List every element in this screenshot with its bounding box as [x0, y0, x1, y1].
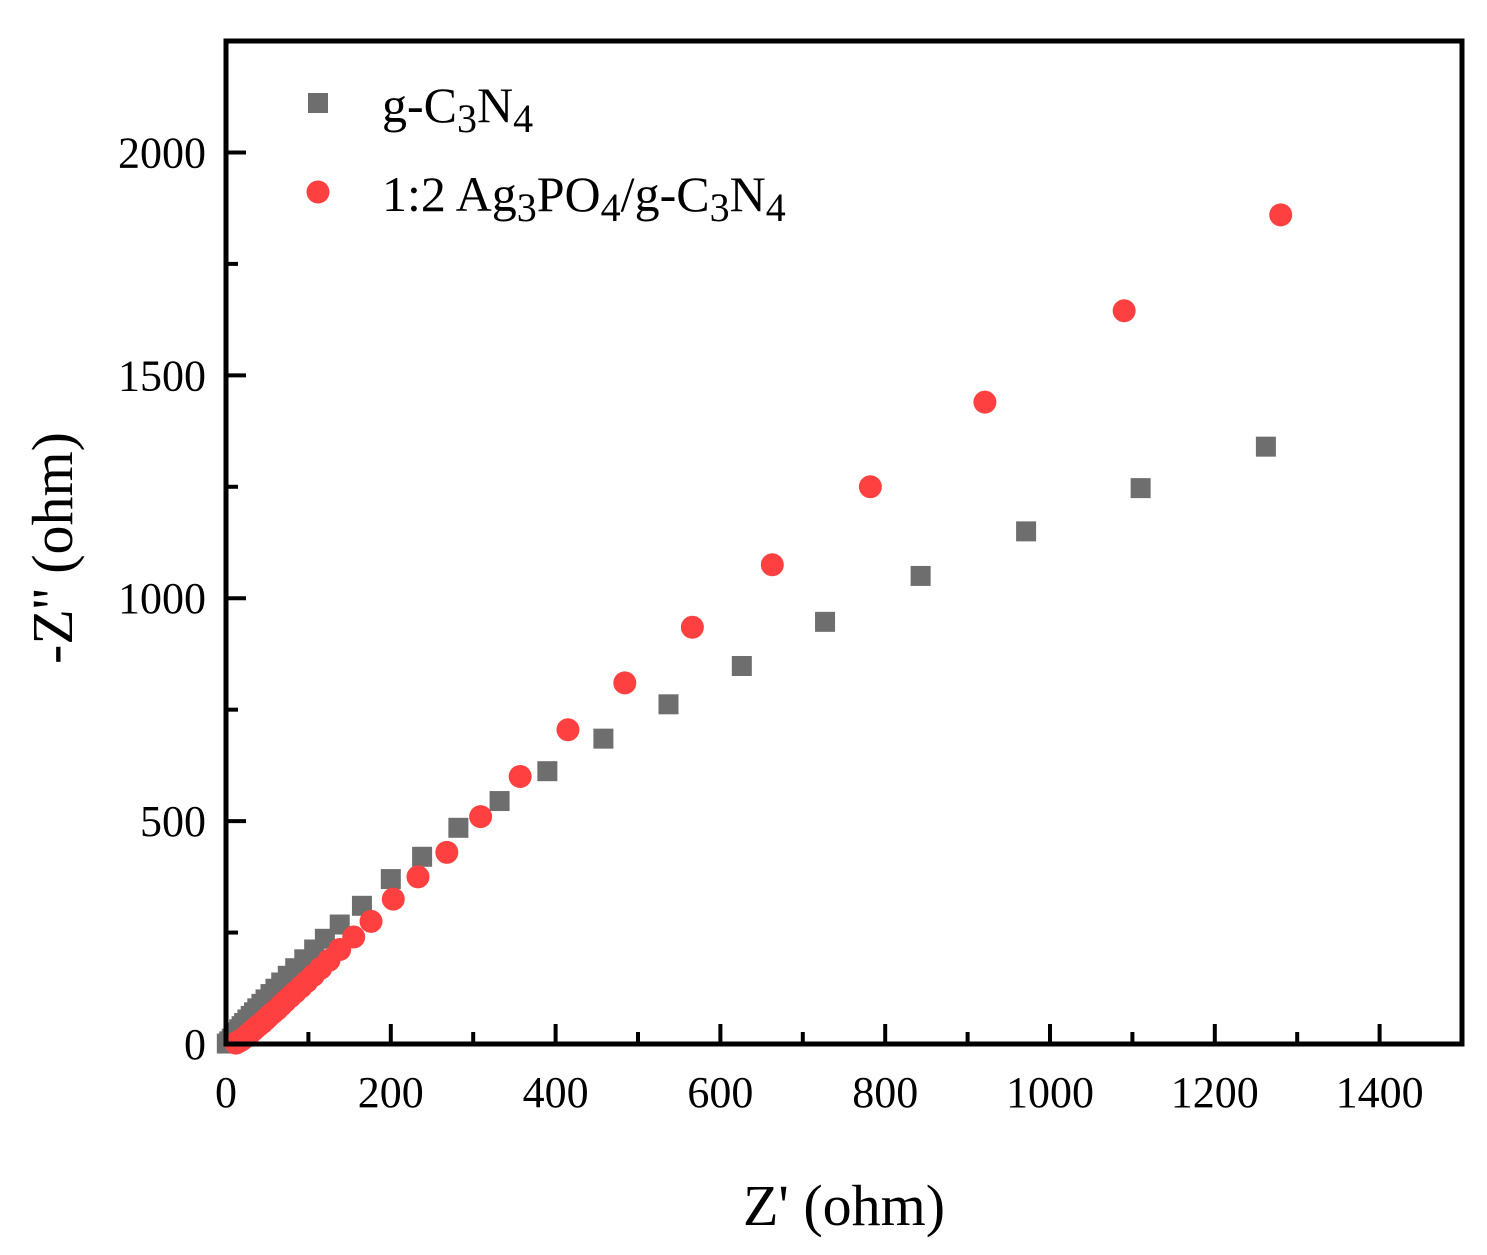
x-tick-label: 800	[852, 1068, 918, 1117]
plot-frame	[223, 38, 1465, 1047]
square-point	[910, 565, 931, 586]
y-tick-label: 1000	[118, 574, 206, 623]
series-0	[216, 436, 1276, 1054]
data-markers	[216, 203, 1293, 1055]
series-1	[224, 203, 1293, 1055]
circle-point	[406, 865, 430, 889]
square-point	[489, 791, 510, 812]
y-tick-label: 1500	[118, 351, 206, 400]
circle-point	[858, 475, 882, 499]
square-point	[593, 728, 614, 749]
square-point	[329, 914, 350, 935]
x-tick-label: 0	[215, 1068, 237, 1117]
circle-point	[1269, 203, 1293, 227]
x-axis-title: Z' (ohm)	[743, 1173, 945, 1238]
circle-point	[469, 805, 493, 829]
x-tick-label: 400	[523, 1068, 589, 1117]
circle-point	[973, 390, 997, 414]
circle-point	[359, 909, 383, 933]
legend-square-marker	[308, 93, 328, 113]
square-point	[537, 761, 558, 782]
square-point	[412, 846, 433, 867]
square-point	[1255, 436, 1276, 457]
legend-label: 1:2 Ag3PO4/g-C3N4	[382, 166, 786, 230]
circle-point	[508, 765, 532, 789]
circle-point	[613, 671, 637, 695]
circle-point	[1112, 299, 1136, 323]
square-point	[658, 694, 679, 715]
circle-point	[381, 887, 405, 911]
y-tick-label: 0	[184, 1020, 206, 1069]
circle-point	[556, 718, 580, 742]
square-point	[380, 869, 401, 890]
circle-point	[435, 840, 459, 864]
y-axis-title: -Z'' (ohm)	[20, 432, 85, 664]
square-point	[448, 817, 469, 838]
legend-label: g-C3N4	[382, 77, 533, 141]
legend: g-C3N4 1:2 Ag3PO4/g-C3N4	[306, 77, 786, 230]
y-tick-label: 500	[140, 797, 206, 846]
y-tick-label: 2000	[118, 128, 206, 177]
circle-point	[760, 553, 784, 577]
x-tick-label: 200	[358, 1068, 424, 1117]
circle-point	[680, 615, 704, 639]
square-point	[1016, 521, 1037, 542]
x-tick-label: 600	[687, 1068, 753, 1117]
square-point	[731, 655, 752, 676]
x-tick-label: 1000	[1006, 1068, 1094, 1117]
x-tick-label: 1400	[1336, 1068, 1424, 1117]
legend-circle-marker	[306, 180, 330, 204]
circle-point	[342, 925, 366, 949]
square-point	[1130, 478, 1151, 499]
square-point	[815, 611, 836, 632]
tick-labels: 0 200 400 600 800 1000 1200 1400 0 500 1000 1500 200…	[118, 128, 1424, 1117]
x-tick-label: 1200	[1171, 1068, 1259, 1117]
